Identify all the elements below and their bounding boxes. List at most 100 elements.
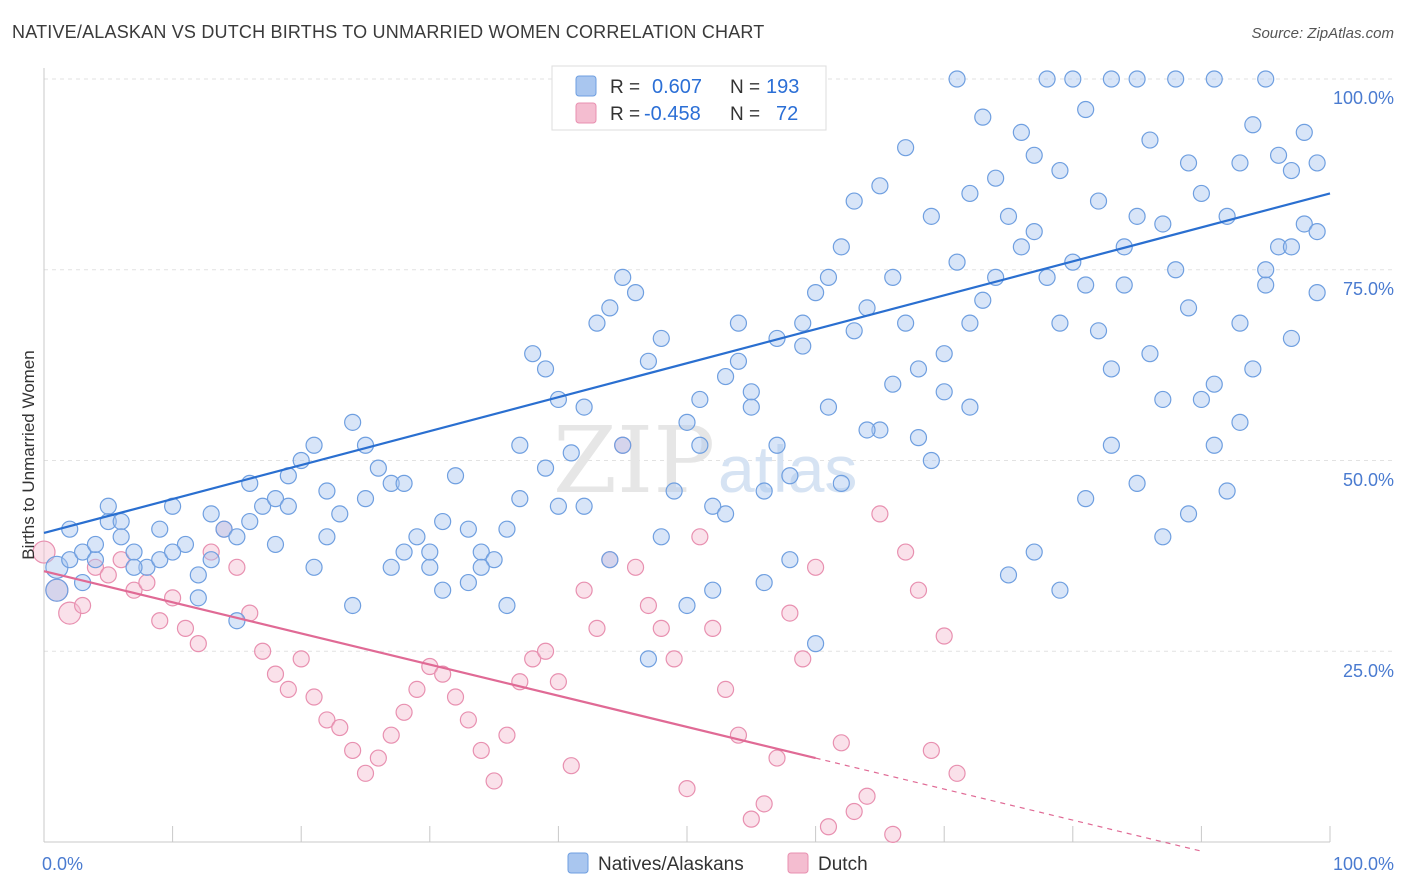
- natives-point: [1308, 154, 1326, 172]
- natives-point: [202, 505, 220, 523]
- natives-point: [356, 490, 375, 508]
- series-legend: Natives/Alaskans Dutch: [567, 852, 868, 875]
- natives-point: [344, 596, 362, 615]
- dutch-point: [408, 680, 426, 699]
- natives-point: [112, 528, 130, 546]
- dutch-point: [112, 551, 130, 569]
- natives-point: [897, 139, 915, 157]
- natives-point: [459, 520, 477, 538]
- dutch-point: [806, 558, 825, 576]
- natives-point: [1179, 299, 1198, 317]
- natives-point: [781, 467, 799, 485]
- natives-point: [434, 512, 452, 531]
- natives-point: [922, 207, 940, 225]
- trend-lines: [43, 192, 1331, 852]
- x-tick-0: 0.0%: [42, 854, 83, 874]
- dutch-point: [446, 688, 465, 706]
- bottom-legend-dutch: Dutch: [818, 854, 868, 875]
- natives-point: [1218, 482, 1236, 500]
- natives-point: [1038, 70, 1056, 88]
- natives-point: [1051, 581, 1069, 599]
- natives-point: [73, 543, 92, 561]
- natives-point: [755, 482, 773, 500]
- natives-point: [575, 497, 593, 515]
- natives-point: [871, 421, 889, 439]
- natives-point: [1269, 238, 1288, 256]
- dutch-trend-extension: [815, 757, 1202, 852]
- dutch-trend-line: [43, 570, 816, 760]
- natives-point: [45, 578, 69, 602]
- dutch-point: [652, 619, 670, 637]
- natives-point: [1205, 375, 1223, 393]
- natives-point: [1102, 70, 1120, 88]
- x-tick-100: 100.0%: [1333, 854, 1394, 874]
- dutch-point: [909, 581, 928, 599]
- dutch-point: [99, 566, 117, 584]
- natives-point: [614, 436, 632, 454]
- natives-point: [716, 367, 735, 386]
- natives-point: [498, 596, 516, 615]
- natives-point: [768, 436, 786, 454]
- dutch-point: [832, 734, 850, 752]
- natives-point: [1231, 154, 1249, 172]
- natives-point: [974, 108, 992, 126]
- natives-point: [86, 535, 105, 554]
- dutch-point: [189, 635, 207, 653]
- natives-point: [1282, 161, 1301, 180]
- dutch-point: [434, 665, 452, 683]
- legend-n-value-2: 72: [776, 103, 798, 125]
- natives-point: [999, 207, 1018, 225]
- dutch-point: [472, 741, 490, 760]
- natives-point: [1141, 345, 1159, 363]
- stats-legend-box: [551, 65, 827, 131]
- natives-point: [164, 543, 182, 561]
- natives-point: [729, 352, 748, 370]
- y-tick-50: 50.0%: [1343, 470, 1394, 490]
- dutch-point: [536, 642, 555, 660]
- natives-point: [151, 551, 169, 569]
- natives-point: [742, 383, 760, 401]
- natives-point: [1244, 116, 1262, 134]
- dutch-point: [32, 540, 56, 564]
- dutch-point: [331, 718, 349, 737]
- natives-point: [305, 558, 323, 576]
- natives-point: [1128, 474, 1146, 492]
- dutch-point: [176, 619, 195, 637]
- natives-point: [472, 543, 490, 561]
- natives-point: [1051, 161, 1069, 180]
- dutch-point: [897, 543, 915, 561]
- natives-point: [138, 558, 156, 576]
- y-tick-75: 75.0%: [1343, 279, 1394, 299]
- natives-point: [61, 551, 79, 569]
- dutch-point: [691, 528, 709, 546]
- natives-point: [356, 436, 375, 454]
- natives-point: [1257, 261, 1275, 279]
- dutch-point: [781, 604, 799, 622]
- natives-point: [1179, 505, 1198, 523]
- natives-point: [1025, 223, 1043, 241]
- natives-point: [909, 360, 928, 378]
- natives-point: [1192, 390, 1211, 409]
- legend-r-value-1: 0.607: [652, 76, 702, 98]
- y-tick-25: 25.0%: [1343, 661, 1394, 681]
- legend-swatch-dutch: [575, 102, 597, 124]
- natives-point: [189, 566, 207, 584]
- natives-point: [1038, 268, 1056, 286]
- natives-point: [704, 497, 722, 515]
- dutch-points: [32, 436, 966, 843]
- natives-point: [819, 398, 838, 416]
- natives-point: [421, 543, 439, 561]
- natives-point: [1077, 100, 1095, 119]
- natives-point: [151, 520, 169, 538]
- natives-point: [832, 474, 850, 492]
- dutch-point: [344, 741, 362, 760]
- natives-point: [614, 268, 632, 286]
- natives-point: [524, 345, 542, 363]
- dutch-point: [845, 802, 863, 821]
- natives-point: [228, 528, 246, 546]
- natives-point: [678, 596, 696, 615]
- natives-point: [511, 490, 529, 508]
- natives-point: [86, 551, 105, 569]
- natives-point: [961, 184, 979, 203]
- natives-point: [318, 528, 336, 546]
